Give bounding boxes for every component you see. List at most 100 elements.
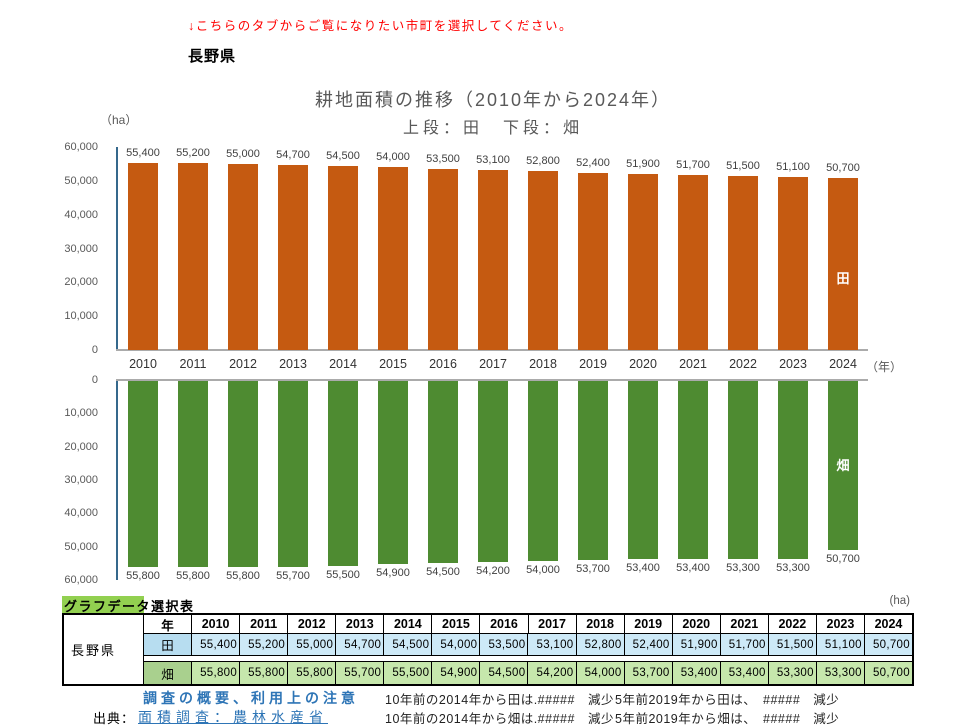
year-cell[interactable]: 2011 [240, 615, 289, 633]
series-label-in-bar: 畑 [836, 458, 850, 473]
chart-slot: 54,000 [518, 381, 568, 581]
field-value-cell[interactable]: 54,500 [480, 662, 529, 684]
field-value-cell[interactable]: 54,900 [432, 662, 481, 684]
field-bar [778, 381, 808, 559]
paddy-value-cell[interactable]: 54,500 [384, 634, 433, 655]
field-bar [678, 381, 708, 559]
chart-slot: 53,500 [418, 147, 468, 350]
unit-ha-label: （ha） [100, 113, 138, 127]
x-axis-year-label: 2018 [529, 357, 557, 371]
y-axis-tick: 10,000 [64, 407, 98, 419]
chart-slot: 51,100 [768, 147, 818, 350]
field-y-axis-ticks: 0 10,000 20,000 30,000 40,000 50,000 60,000 [38, 374, 108, 586]
paddy-value-cell[interactable]: 55,400 [192, 634, 241, 655]
chart-slot: 54,700 [268, 147, 318, 350]
field-value-cell[interactable]: 55,800 [192, 662, 241, 684]
source-label: 出典： [93, 711, 136, 725]
field-value-cell[interactable]: 53,700 [624, 662, 673, 684]
chart-slot: 畑 50,700 [818, 381, 868, 581]
field-value-cell[interactable]: 55,500 [384, 662, 433, 684]
paddy-value-cell[interactable]: 55,000 [288, 634, 337, 655]
field-value-cell[interactable]: 55,800 [288, 662, 337, 684]
paddy-bar [478, 170, 508, 350]
field-value-cell[interactable]: 55,700 [336, 662, 385, 684]
field-value-cell[interactable]: 53,300 [768, 662, 817, 684]
prefecture-title: 長野県 [188, 48, 237, 65]
chart-slot: 田 50,700 [818, 147, 868, 350]
paddy-value-cell[interactable]: 51,500 [768, 634, 817, 655]
y-axis-tick: 40,000 [64, 507, 98, 519]
field-value-label: 55,800 [126, 570, 160, 582]
y-axis-tick: 0 [91, 374, 98, 386]
paddy-x-baseline [116, 349, 868, 351]
chart-slot: 53,700 [568, 381, 618, 581]
survey-overview-link[interactable]: 調査の概要、利用上の注意 [143, 690, 359, 706]
year-cell[interactable]: 2014 [384, 615, 433, 633]
field-value-cell[interactable]: 54,000 [576, 662, 625, 684]
paddy-bar [428, 169, 458, 350]
year-cell[interactable]: 2012 [288, 615, 337, 633]
field-value-cell[interactable]: 53,400 [672, 662, 721, 684]
paddy-value-cell[interactable]: 51,700 [720, 634, 769, 655]
paddy-value-label: 52,400 [576, 157, 610, 169]
paddy-value-label: 51,500 [726, 160, 760, 172]
field-value-cell[interactable]: 55,800 [240, 662, 289, 684]
paddy-value-label: 55,000 [226, 148, 260, 160]
year-cell[interactable]: 2015 [432, 615, 481, 633]
field-value-cell[interactable]: 53,400 [720, 662, 769, 684]
y-axis-tick: 20,000 [64, 441, 98, 453]
year-cell[interactable]: 2020 [673, 615, 721, 633]
source-link[interactable]: 面積調査：農林水産省 [138, 709, 328, 725]
paddy-value-label: 55,400 [126, 147, 160, 159]
year-header-cell[interactable]: 年 [144, 615, 193, 633]
chart-slot: 53,300 [768, 381, 818, 581]
field-value-label: 50,700 [826, 553, 860, 565]
paddy-value-cell[interactable]: 54,000 [432, 634, 481, 655]
paddy-row-label-cell[interactable]: 田 [144, 634, 192, 655]
field-value-cell[interactable]: 54,200 [528, 662, 577, 684]
year-cell[interactable]: 2024 [874, 617, 903, 631]
paddy-value-cell[interactable]: 53,500 [480, 634, 529, 655]
y-axis-tick: 60,000 [64, 574, 98, 586]
chart-title: 耕地面積の推移（2010年から2024年） [314, 90, 672, 110]
x-axis-year-label: 2022 [729, 357, 757, 371]
paddy-value-cell[interactable]: 52,400 [624, 634, 673, 655]
chart-slot: 51,900 [618, 147, 668, 350]
field-row-label-cell[interactable]: 畑 [144, 662, 192, 684]
field-value-label: 53,300 [726, 562, 760, 574]
paddy-value-cell[interactable]: 51,900 [672, 634, 721, 655]
field-x-baseline [116, 379, 868, 381]
year-cell[interactable]: 2022 [769, 615, 817, 633]
paddy-value-cell[interactable]: 54,700 [336, 634, 385, 655]
paddy-value-cell[interactable]: 55,200 [240, 634, 289, 655]
paddy-bar [678, 175, 708, 350]
chart-slot: 51,700 [668, 147, 718, 350]
year-cell[interactable]: 2019 [625, 615, 673, 633]
paddy-bar-chart: 55,400 55,200 55,000 54,700 54,500 54,000 53,5… [118, 147, 868, 350]
table-caption-highlight [62, 596, 144, 613]
year-cell[interactable]: 2010 [192, 615, 241, 633]
region-cell[interactable]: 長野県 [64, 615, 144, 684]
field-value-label: 55,800 [176, 570, 210, 582]
year-cell[interactable]: 2023 [817, 615, 865, 633]
paddy-value-cell[interactable]: 53,100 [528, 634, 577, 655]
year-cell[interactable]: 2018 [577, 615, 625, 633]
data-table: 長野県 年 2010 2011 2012 2013 2014 2015 2016 2017 201… [62, 613, 914, 686]
paddy-value-cell[interactable]: 52,800 [576, 634, 625, 655]
year-cell[interactable]: 2013 [336, 615, 385, 633]
note-paddy-5yr: 5年前2019年から田は、 ##### 減少 [615, 693, 840, 707]
field-value-label: 53,300 [776, 562, 810, 574]
field-bar [728, 381, 758, 559]
paddy-value-cell[interactable]: 51,100 [816, 634, 865, 655]
paddy-value-label: 53,500 [426, 153, 460, 165]
x-axis-year-label: 2015 [379, 357, 407, 371]
field-value-label: 53,700 [576, 563, 610, 575]
unit-year-label: （年） [866, 360, 903, 374]
year-cell[interactable]: 2017 [529, 615, 577, 633]
paddy-value-cell[interactable]: 50,700 [864, 634, 912, 655]
field-value-cell[interactable]: 50,700 [864, 662, 912, 684]
year-cell[interactable]: 2021 [721, 615, 769, 633]
field-value-cell[interactable]: 53,300 [816, 662, 865, 684]
year-cell[interactable]: 2016 [480, 615, 529, 633]
y-axis-tick: 0 [91, 344, 98, 356]
